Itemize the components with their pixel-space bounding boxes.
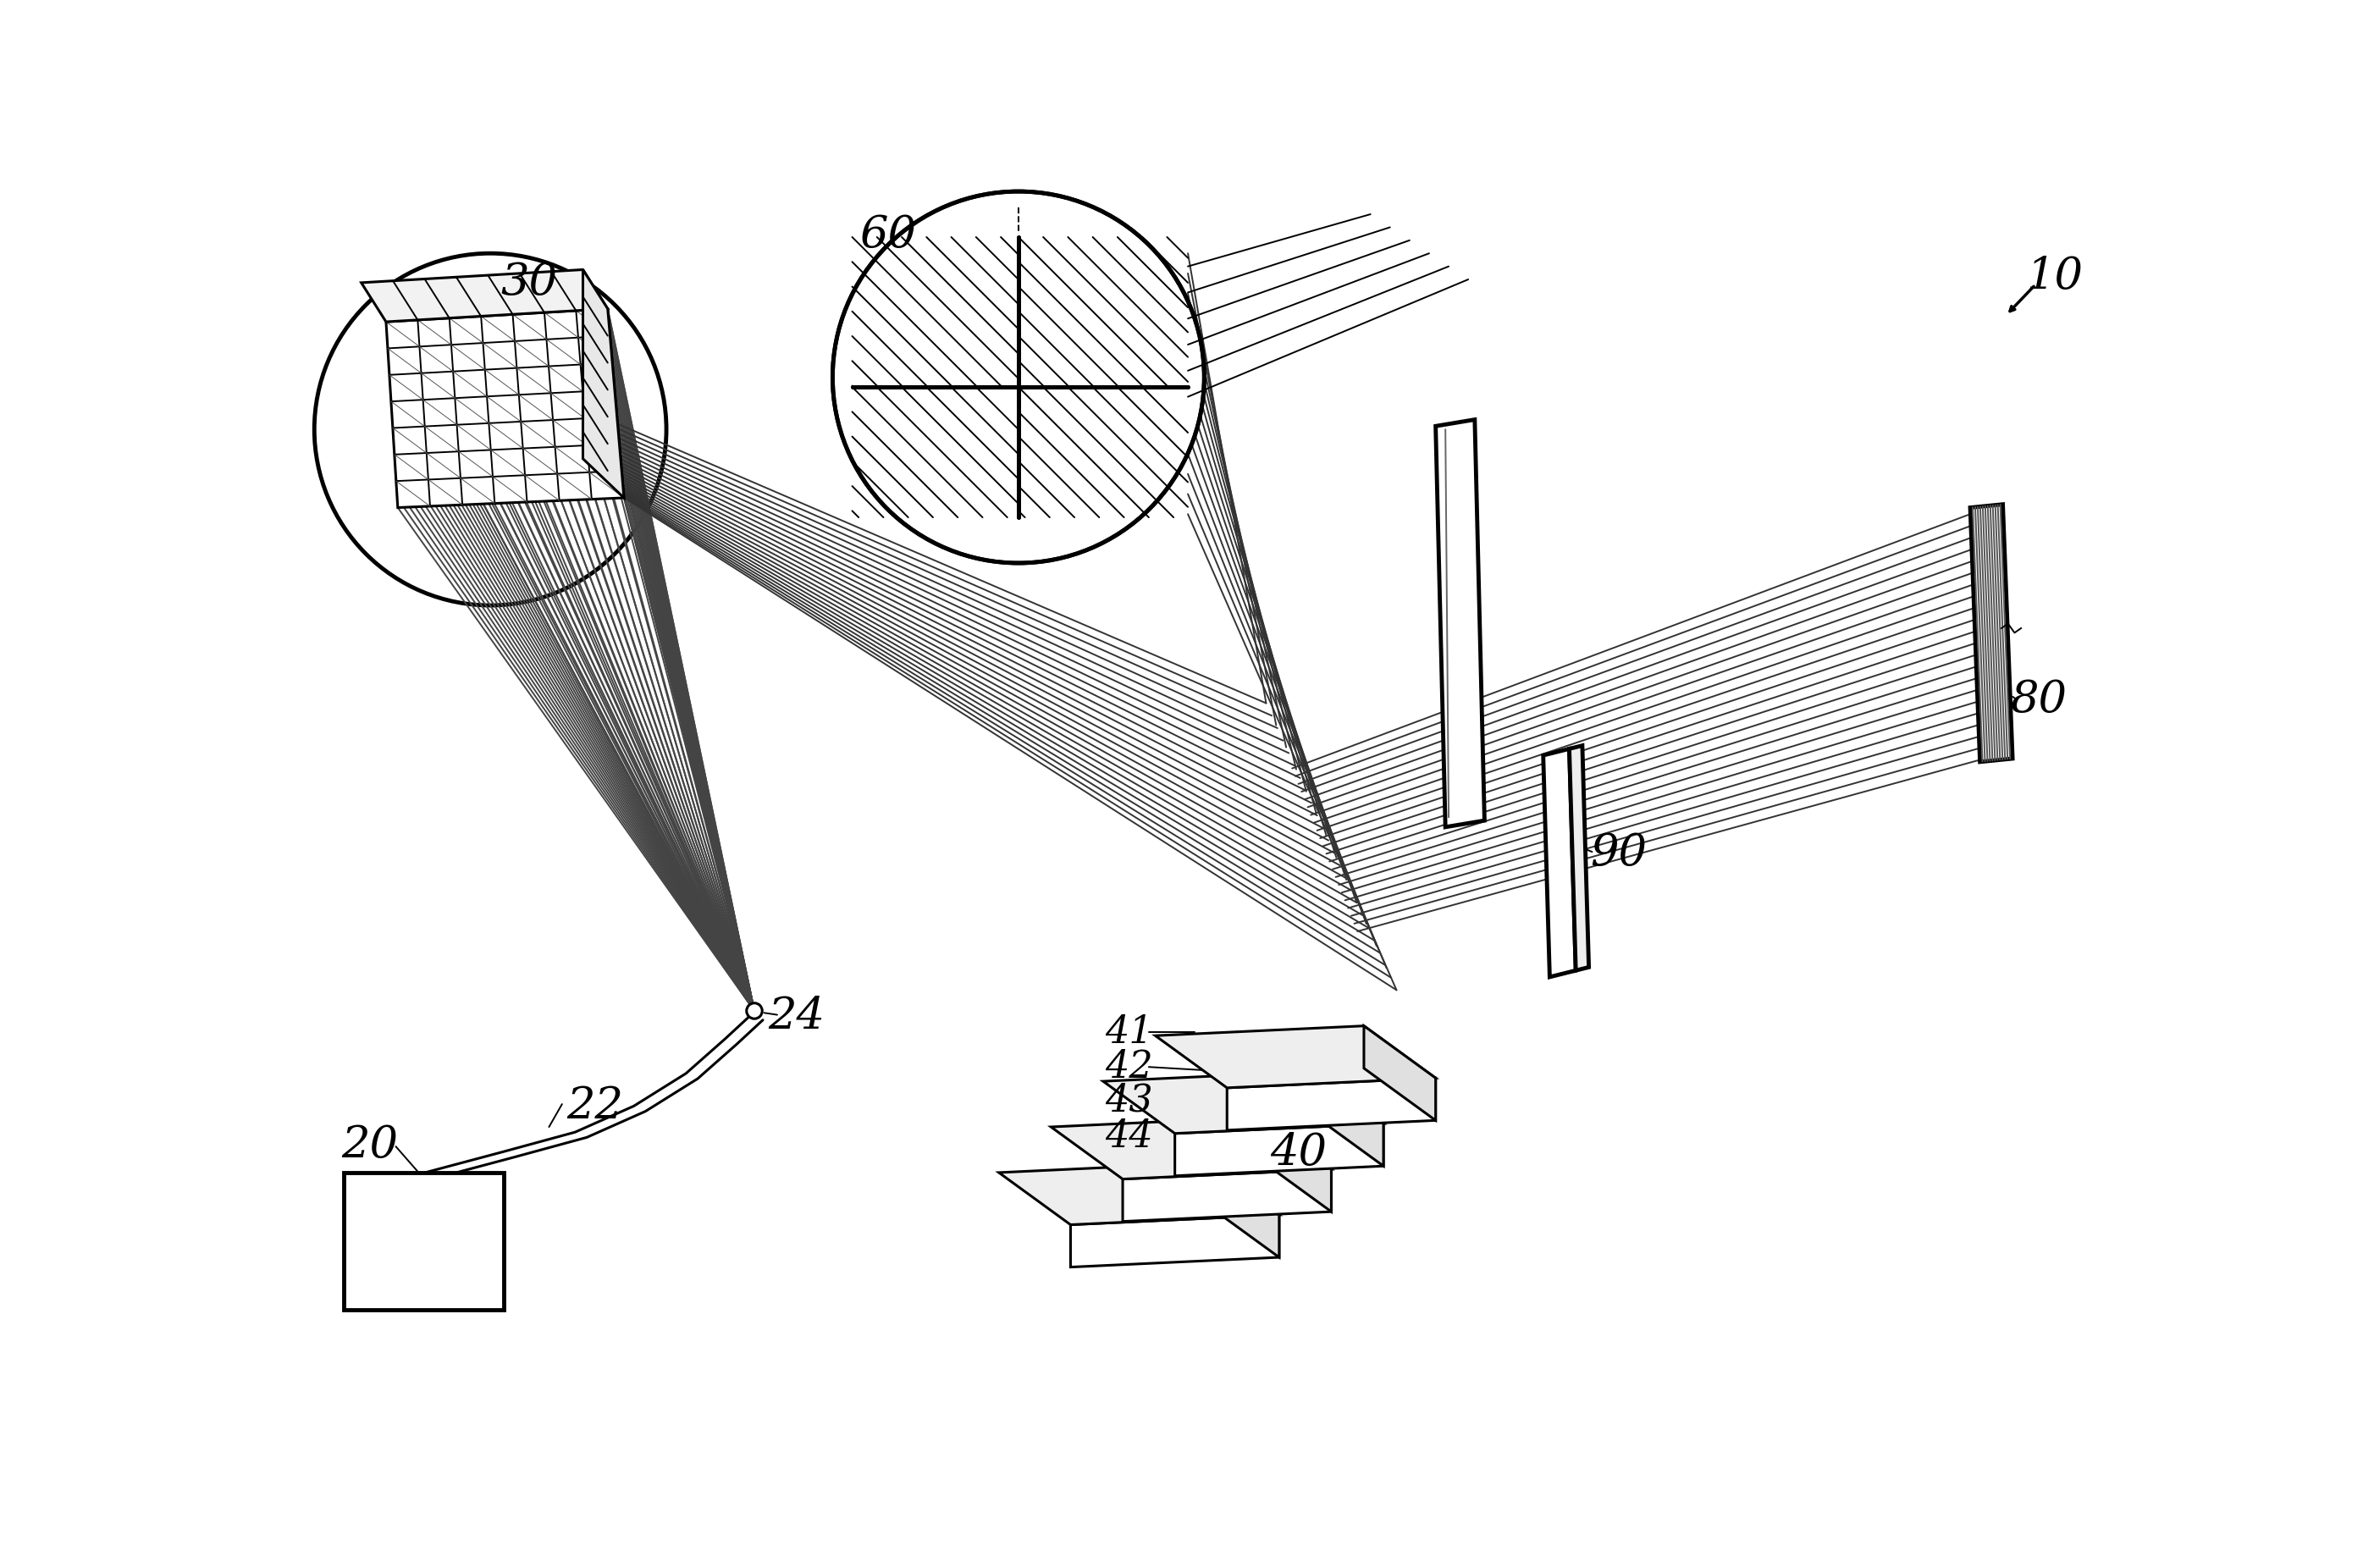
Polygon shape	[1070, 1215, 1278, 1267]
Polygon shape	[1363, 1025, 1437, 1121]
Text: 22: 22	[567, 1085, 624, 1127]
Text: 24: 24	[768, 994, 825, 1038]
Polygon shape	[1437, 420, 1484, 826]
Text: 42: 42	[1106, 1049, 1153, 1085]
Polygon shape	[584, 270, 624, 497]
Polygon shape	[385, 309, 624, 508]
Text: 40: 40	[1271, 1132, 1328, 1174]
Polygon shape	[1226, 1079, 1437, 1131]
Polygon shape	[1259, 1116, 1330, 1212]
Polygon shape	[1543, 750, 1576, 977]
Text: 43: 43	[1106, 1082, 1153, 1120]
Polygon shape	[1971, 505, 2013, 762]
Polygon shape	[1174, 1124, 1382, 1176]
Text: 20: 20	[340, 1124, 397, 1167]
Polygon shape	[343, 1173, 503, 1309]
Polygon shape	[1569, 745, 1588, 971]
Polygon shape	[1122, 1170, 1330, 1221]
Text: 80: 80	[2011, 679, 2068, 721]
Polygon shape	[1311, 1071, 1382, 1167]
Text: 90: 90	[1590, 831, 1647, 875]
Polygon shape	[1052, 1116, 1330, 1179]
Text: 41: 41	[1106, 1014, 1153, 1051]
Circle shape	[832, 191, 1205, 563]
Polygon shape	[1000, 1163, 1278, 1225]
Polygon shape	[1207, 1163, 1278, 1258]
Circle shape	[747, 1004, 763, 1019]
Text: 60: 60	[860, 213, 917, 257]
Polygon shape	[1156, 1025, 1437, 1088]
Text: 10: 10	[2027, 254, 2084, 298]
Text: 44: 44	[1106, 1118, 1153, 1156]
Polygon shape	[362, 270, 607, 321]
Text: 30: 30	[501, 262, 558, 304]
Polygon shape	[1104, 1071, 1382, 1134]
